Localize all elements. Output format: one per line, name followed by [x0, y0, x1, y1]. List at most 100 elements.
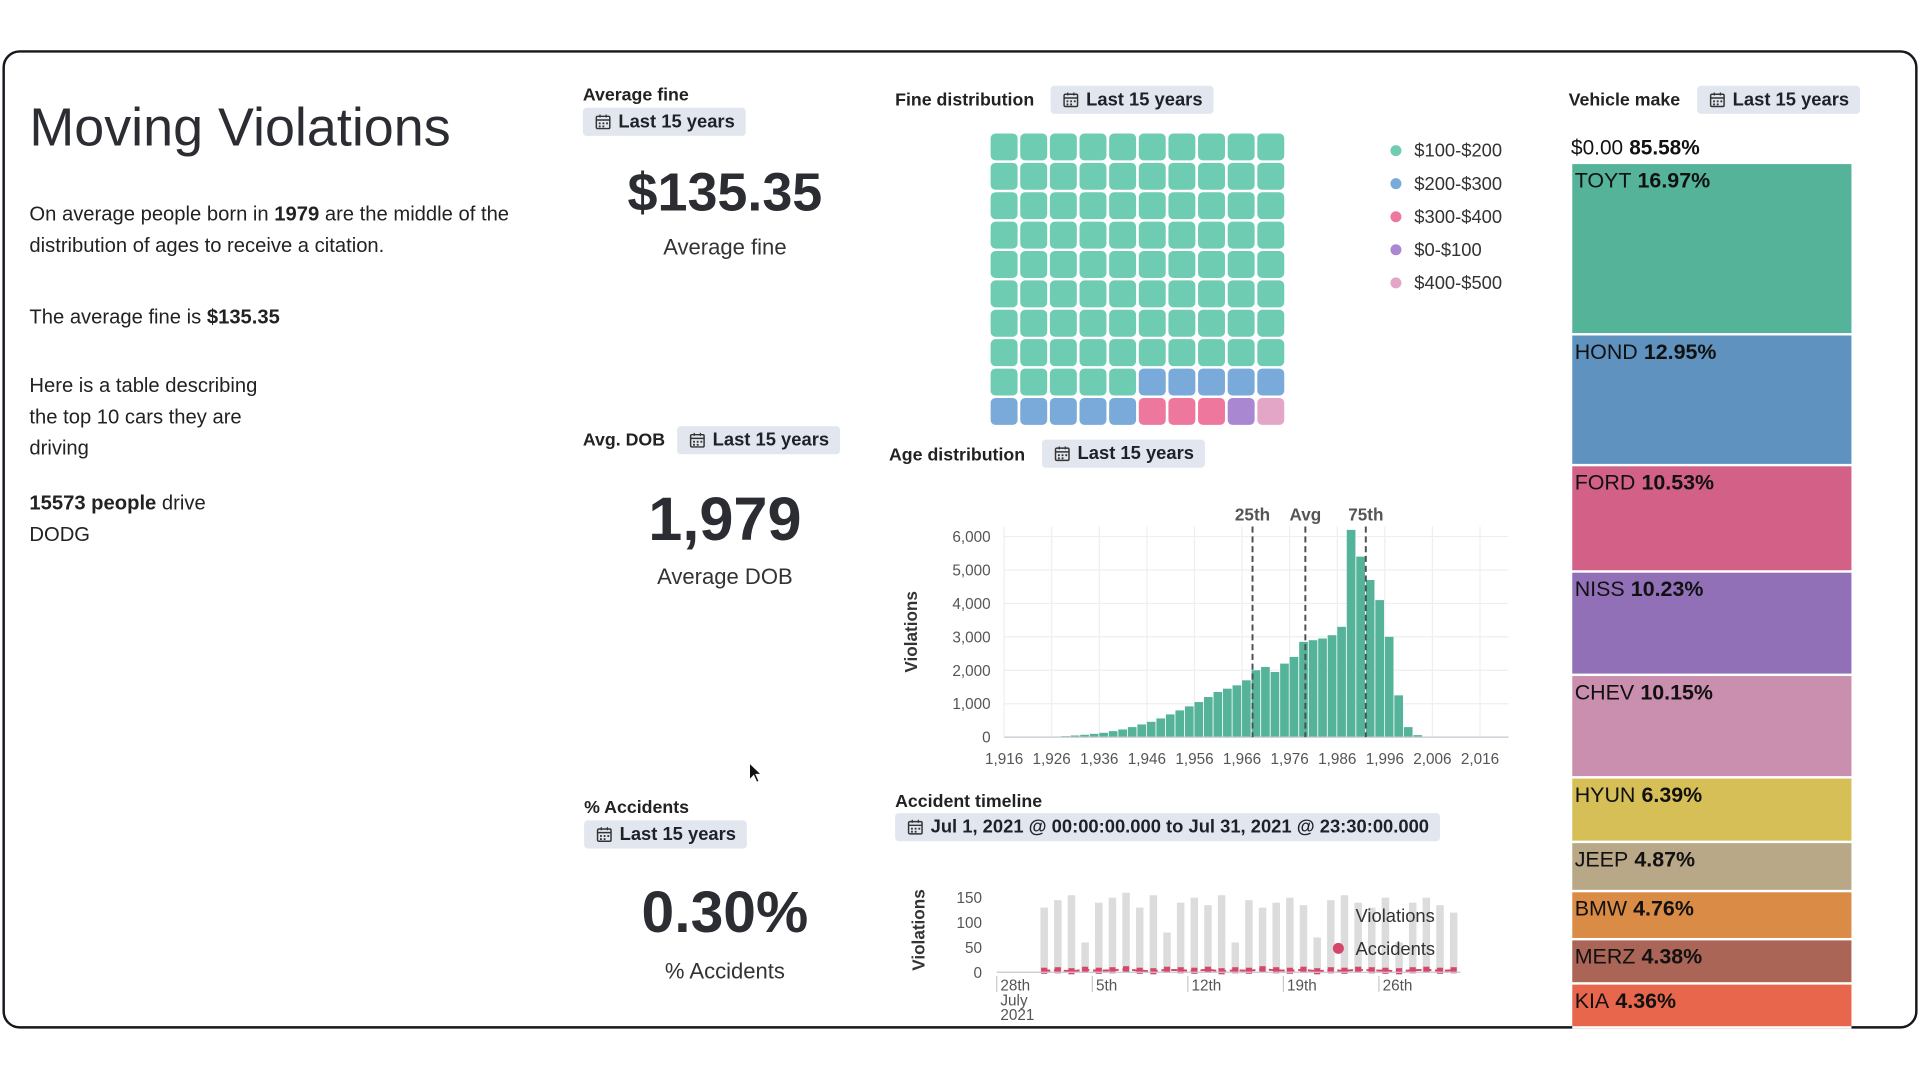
waffle-cell — [1049, 309, 1077, 337]
bar — [1163, 932, 1171, 973]
waffle-cell — [1020, 280, 1048, 308]
bar — [1194, 702, 1204, 738]
reference-label: 25th — [1235, 504, 1270, 524]
cell-name: BMW — [1575, 897, 1628, 921]
bar — [1156, 718, 1166, 738]
waffle-cell — [1049, 221, 1077, 249]
waffle-cell — [1049, 133, 1077, 161]
x-tick-label: 2,016 — [1461, 751, 1499, 768]
y-tick-label: 3,000 — [952, 629, 990, 646]
waffle-cell — [1079, 192, 1107, 220]
waffle-cell — [1168, 280, 1196, 308]
bar — [1272, 902, 1280, 973]
point — [1123, 966, 1130, 973]
treemap-cell — [1572, 984, 1852, 1027]
waffle-cell — [1198, 251, 1225, 278]
group-value: 85.58% — [1629, 136, 1700, 159]
point — [1191, 967, 1198, 974]
waffle-cell — [1109, 397, 1137, 425]
bar — [1354, 902, 1362, 973]
calendar-icon — [689, 432, 705, 448]
waffle-cell — [990, 368, 1018, 396]
waffle-cell — [1109, 309, 1137, 337]
waffle-cell — [990, 133, 1018, 161]
waffle-cell — [1198, 368, 1225, 396]
point — [1245, 967, 1252, 974]
bar — [1258, 907, 1267, 973]
cell-value: 10.15% — [1640, 680, 1713, 704]
bar — [1146, 721, 1156, 738]
waffle-cell — [990, 251, 1018, 278]
cell-value: 12.95% — [1644, 340, 1717, 364]
metric-title: Average fine — [582, 85, 689, 106]
cell-name: CHEV — [1575, 680, 1635, 704]
date-badge: Last 15 years — [1050, 85, 1214, 114]
text: On average people born in — [29, 203, 275, 226]
metric-value: 0.30% — [641, 880, 809, 946]
waffle-cell — [990, 192, 1018, 220]
waffle-cell — [1079, 368, 1107, 396]
cell-value: 4.87% — [1634, 847, 1695, 871]
y-tick-label: 2,000 — [952, 663, 990, 680]
legend-marker — [1390, 211, 1402, 223]
metric-label: Average fine — [663, 235, 787, 260]
waffle-cell — [1109, 133, 1137, 161]
waffle-cell — [1020, 309, 1048, 337]
waffle-cell — [1079, 397, 1107, 425]
bar — [1054, 900, 1062, 973]
metric-title: Avg. DOB — [582, 431, 666, 451]
waffle-cell — [1109, 251, 1137, 278]
date-badge: Last 15 years — [1042, 439, 1206, 468]
waffle-cell — [1168, 251, 1196, 278]
bar — [1395, 942, 1403, 973]
waffle-cell — [1138, 162, 1166, 190]
waffle-cell — [1257, 280, 1285, 308]
bar — [1346, 529, 1356, 738]
date-range: Last 15 years — [712, 429, 830, 451]
cell-name: HOND — [1575, 340, 1638, 364]
waffle-cell — [1227, 221, 1255, 249]
bar — [1280, 663, 1289, 738]
waffle-cell — [1198, 192, 1225, 220]
cell-value: 10.53% — [1641, 471, 1714, 495]
cell-value: 4.38% — [1641, 945, 1702, 969]
x-tick-label: 5th — [1096, 978, 1117, 995]
point — [1232, 967, 1239, 974]
frame — [2, 50, 1918, 1029]
waffle-cell — [1198, 397, 1225, 425]
bar — [1381, 897, 1390, 973]
treemap-cell — [1572, 335, 1852, 464]
bar — [1299, 905, 1308, 973]
date-range: Last 15 years — [619, 824, 737, 845]
cell-value: 4.36% — [1615, 989, 1676, 1013]
waffle-cell — [1257, 162, 1285, 190]
cursor — [748, 761, 764, 784]
x-tick-label: 1,926 — [1033, 751, 1071, 768]
waffle-cell — [1049, 251, 1077, 278]
waffle-cell — [1049, 280, 1077, 308]
bar — [1067, 895, 1076, 973]
point — [1041, 967, 1048, 974]
waffle-cell — [1109, 368, 1137, 396]
bar — [1149, 895, 1158, 973]
cell-name: JEEP — [1575, 847, 1629, 871]
waffle-cell — [1257, 368, 1285, 396]
cell-label: NISS 10.23% — [1575, 577, 1704, 601]
x-tick-label: 1,976 — [1271, 751, 1309, 768]
bold-text: 1979 — [274, 203, 320, 226]
bar — [1251, 670, 1261, 738]
cell-label: MERZ 4.38% — [1575, 945, 1702, 969]
waffle-cell — [1198, 280, 1225, 308]
bar — [1337, 626, 1346, 738]
point — [1355, 966, 1362, 973]
waffle-cell — [1020, 397, 1048, 425]
cell-label: HOND 12.95% — [1575, 340, 1717, 364]
treemap-cell — [1572, 843, 1852, 890]
waffle-cell — [990, 221, 1018, 249]
legend-label: Accidents — [1356, 938, 1436, 959]
y-tick-label: 5,000 — [952, 563, 990, 580]
bar — [1095, 902, 1103, 973]
x-tick-label: 1,946 — [1128, 751, 1166, 768]
bar — [1176, 902, 1185, 973]
point — [1436, 967, 1444, 974]
